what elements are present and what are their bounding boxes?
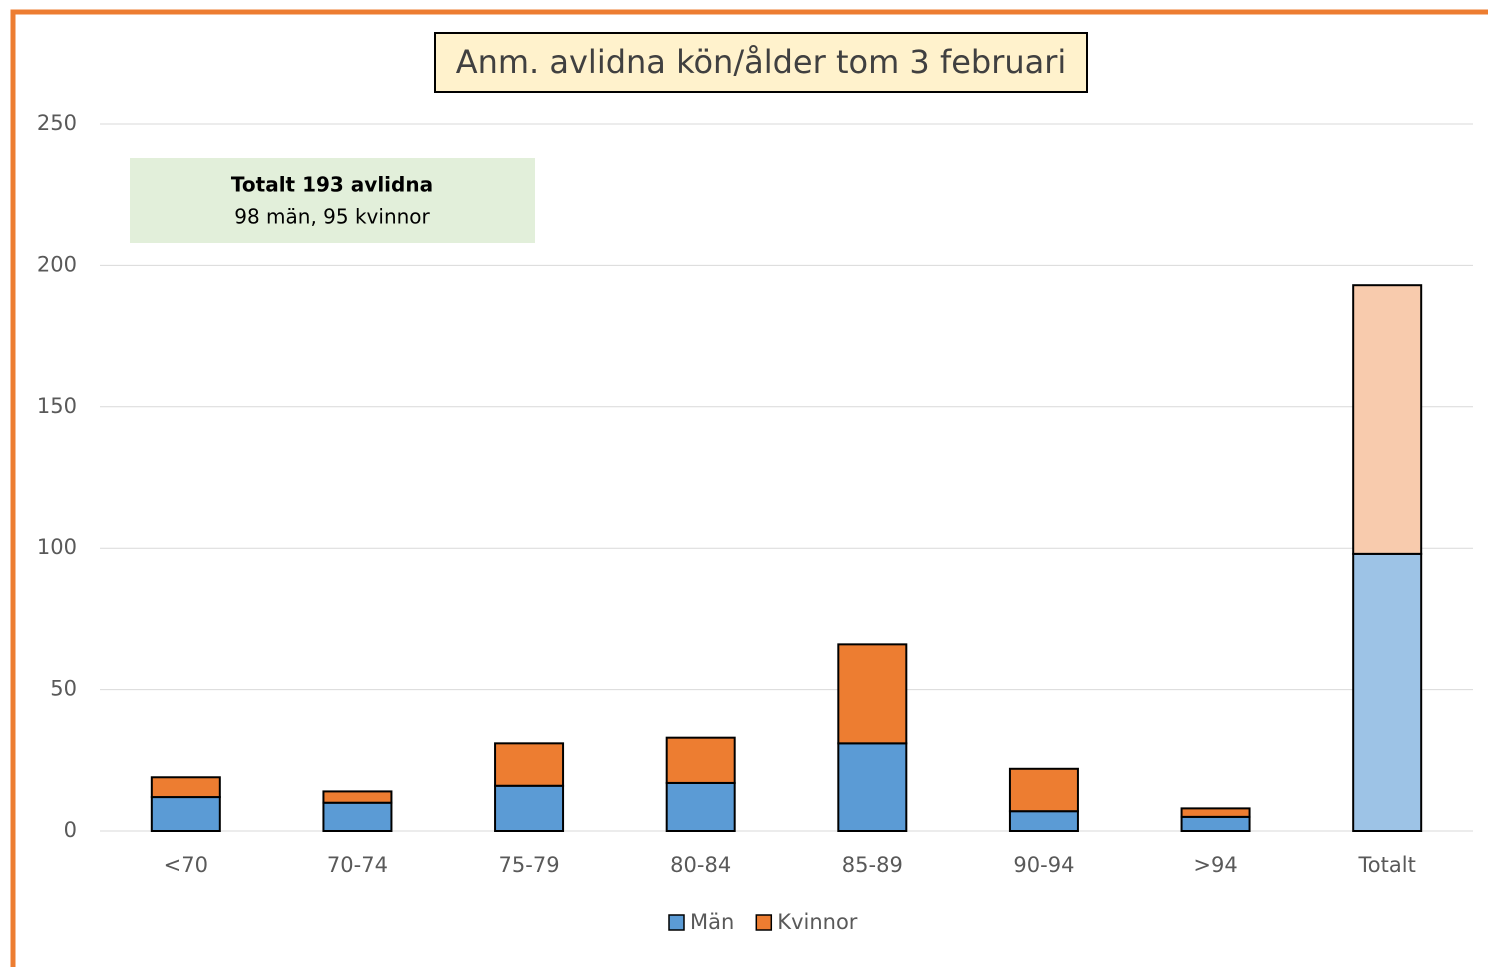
- bar-segment: [665, 781, 736, 833]
- bar-segment: [1008, 810, 1079, 832]
- bar-segment: [322, 801, 393, 832]
- y-tick-label: 100: [37, 535, 77, 559]
- x-tick-label: 90-94: [1013, 853, 1074, 877]
- bar-segment: [150, 776, 221, 799]
- y-tick-label: 250: [37, 111, 77, 135]
- bar-segment: [1180, 815, 1251, 832]
- annotation-box: [130, 158, 535, 243]
- title-box: [434, 32, 1088, 93]
- x-tick-label: 85-89: [842, 853, 903, 877]
- x-tick-label: >94: [1193, 853, 1237, 877]
- x-tick-label: 75-79: [499, 853, 560, 877]
- bar-segment: [837, 643, 908, 745]
- y-tick-label: 200: [37, 252, 77, 276]
- x-tick-label: Totalt: [1358, 853, 1416, 877]
- y-tick-label: 0: [64, 818, 77, 842]
- bar-segment: [1352, 284, 1423, 555]
- bar-segment: [494, 742, 565, 787]
- bar-segment: [150, 796, 221, 833]
- frame: [10, 9, 1488, 967]
- legend-swatch: [668, 914, 685, 931]
- x-tick-label: <70: [164, 853, 208, 877]
- legend-label: Kvinnor: [777, 910, 858, 934]
- bar-segment: [1352, 552, 1423, 833]
- bar-segment: [837, 742, 908, 832]
- x-tick-label: 80-84: [670, 853, 731, 877]
- annotation: 98 män, 95 kvinnor: [234, 205, 430, 229]
- y-tick-label: 50: [50, 677, 77, 701]
- bar-segment: [322, 790, 393, 804]
- y-tick-label: 150: [37, 394, 77, 418]
- chart-title: Anm. avlidna kön/ålder tom 3 februari: [456, 43, 1067, 81]
- x-tick-label: 70-74: [327, 853, 388, 877]
- legend-label: Män: [690, 910, 734, 934]
- annotation: Totalt 193 avlidna: [231, 173, 433, 197]
- bar-segment: [494, 784, 565, 833]
- legend-swatch: [755, 914, 773, 931]
- bar-segment: [1180, 807, 1251, 818]
- bar-segment: [665, 736, 736, 784]
- bar-segment: [1008, 767, 1079, 813]
